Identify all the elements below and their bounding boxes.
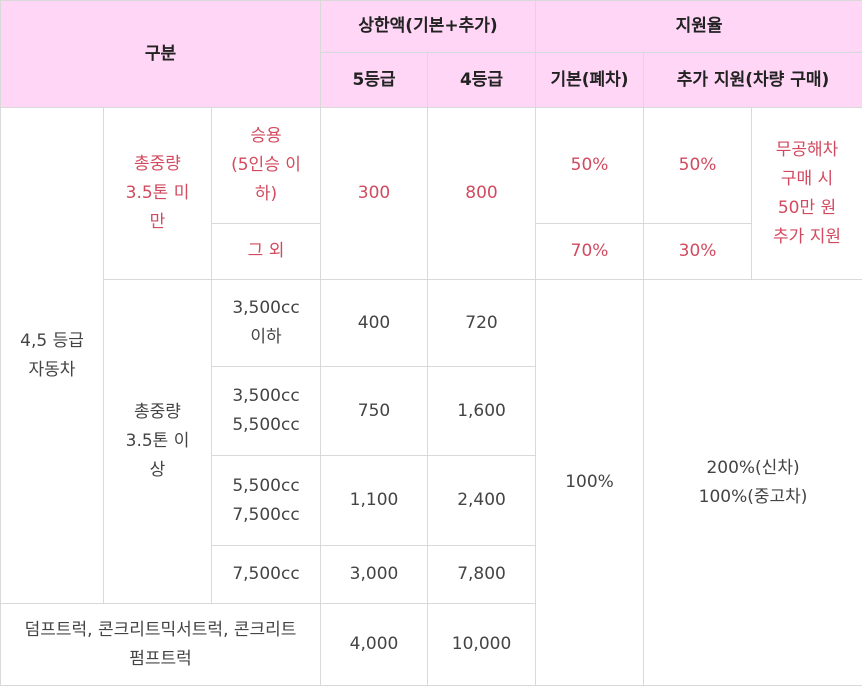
other-basic-rate: 70%: [535, 223, 645, 280]
special-cap5: 4,000: [320, 603, 429, 686]
band-label: 3,500cc 5,500cc: [210, 366, 322, 456]
header-cap-group: 상한액(기본+추가): [320, 0, 537, 53]
under35-cap4: 800: [427, 107, 537, 280]
header-category: 구분: [0, 0, 322, 108]
header-rate-group: 지원율: [535, 0, 862, 53]
band-cap5: 1,100: [320, 455, 429, 546]
over35-basic-rate: 100%: [535, 279, 645, 686]
zero-emission-note: 무공해차 구매 시 50만 원 추가 지원: [751, 107, 862, 280]
passenger-label: 승용 (5인승 이 하): [210, 107, 322, 224]
special-trucks-label: 덤프트럭, 콘크리트믹서트럭, 콘크리트 펌프트럭: [0, 603, 322, 686]
header-grade4: 4등급: [427, 52, 537, 108]
other-extra-rate: 30%: [643, 223, 753, 280]
band-label: 5,500cc 7,500cc: [210, 455, 322, 546]
band-cap4: 2,400: [427, 455, 537, 546]
band-cap5: 3,000: [320, 545, 429, 604]
passenger-basic-rate: 50%: [535, 107, 645, 224]
vehicle-group-cell: 4,5 등급 자동차: [0, 107, 104, 604]
header-rate-basic: 기본(폐차): [535, 52, 645, 108]
band-label: 7,500cc: [210, 545, 322, 604]
band-cap5: 750: [320, 366, 429, 456]
special-cap4: 10,000: [427, 603, 537, 686]
band-cap5: 400: [320, 279, 429, 367]
other-label: 그 외: [210, 223, 322, 280]
band-cap4: 1,600: [427, 366, 537, 456]
header-rate-extra: 추가 지원(차량 구매): [643, 52, 862, 108]
band-cap4: 7,800: [427, 545, 537, 604]
band-label: 3,500cc 이하: [210, 279, 322, 367]
under35-cap5: 300: [320, 107, 429, 280]
band-cap4: 720: [427, 279, 537, 367]
header-grade5: 5등급: [320, 52, 429, 108]
passenger-extra-rate: 50%: [643, 107, 753, 224]
over35-extra-rate: 200%(신차) 100%(중고차): [643, 279, 862, 686]
